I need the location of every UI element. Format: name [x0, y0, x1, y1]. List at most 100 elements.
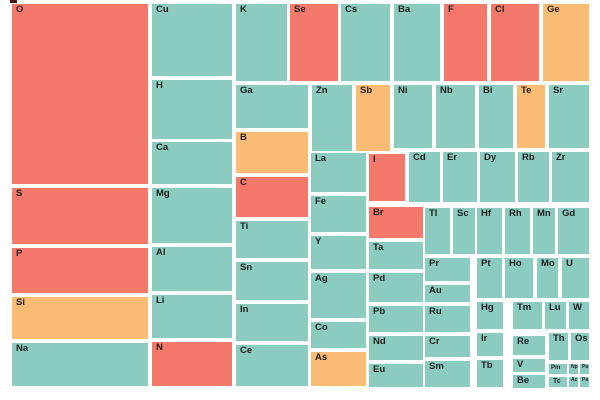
element-label: Se — [294, 4, 306, 15]
element-label: Er — [447, 152, 458, 163]
treemap-cell-Pu: Pu — [580, 364, 589, 374]
element-label: Ho — [509, 258, 522, 269]
element-label: Ce — [240, 345, 253, 356]
treemap-cell-Co: Co — [311, 322, 366, 348]
element-label: Cr — [429, 336, 440, 347]
element-label: Tb — [481, 360, 493, 371]
treemap-cell-Dy: Dy — [480, 152, 515, 202]
cropped-text-artifact — [10, 0, 17, 3]
element-label: Cs — [345, 4, 358, 15]
element-label: Re — [517, 336, 530, 347]
treemap-cell-Fe: Fe — [311, 196, 366, 232]
element-label: Mg — [156, 188, 170, 199]
element-label: Ac — [571, 377, 578, 383]
element-label: Ga — [240, 85, 253, 96]
treemap-cell-Os: Os — [571, 333, 589, 360]
treemap-cell-Th: Th — [549, 333, 568, 360]
treemap-cell-Zn: Zn — [312, 85, 352, 151]
treemap-cell-Tm: Tm — [513, 302, 542, 329]
treemap-cell-Pt: Pt — [477, 258, 502, 298]
treemap-cell-Br: Br — [369, 207, 423, 238]
element-label: As — [315, 352, 328, 363]
treemap-cell-Se: Se — [290, 4, 338, 81]
element-label: Eu — [373, 364, 386, 375]
element-label: Pa — [582, 377, 589, 383]
element-label: In — [240, 304, 249, 315]
element-label: Pr — [429, 258, 440, 269]
element-label: Sm — [429, 361, 444, 372]
element-label: Ca — [156, 142, 169, 153]
treemap-cell-Eu: Eu — [369, 364, 423, 387]
element-label: Au — [429, 285, 442, 296]
treemap-cell-Cl: Cl — [491, 4, 539, 81]
treemap-cell-Cr: Cr — [425, 336, 470, 357]
element-label: Pd — [373, 273, 386, 284]
treemap-cell-Ge: Ge — [543, 4, 589, 81]
treemap-cell-Ni: Ni — [394, 85, 432, 148]
treemap-cell-Ti: Ti — [236, 221, 308, 258]
element-label: Zn — [316, 85, 328, 96]
treemap-cell-C: C — [236, 177, 308, 217]
treemap-cell-Ce: Ce — [236, 345, 308, 386]
element-label: La — [315, 153, 327, 164]
element-label: Np — [571, 364, 578, 370]
treemap-cell-O: O — [12, 4, 148, 184]
element-label: N — [156, 342, 163, 353]
treemap-cell-Sc: Sc — [453, 208, 475, 254]
element-label: Co — [315, 322, 328, 333]
treemap-cell-Te: Te — [517, 85, 545, 148]
treemap-cell-Sn: Sn — [236, 262, 308, 300]
element-label: Ir — [481, 333, 488, 344]
element-label: Hf — [481, 208, 492, 219]
element-label: Ta — [373, 242, 384, 253]
treemap-cell-H: H — [152, 80, 232, 139]
treemap-cell-Pb: Pb — [369, 306, 423, 332]
treemap-cell-Re: Re — [513, 336, 545, 355]
element-label: B — [240, 132, 247, 143]
treemap-cell-Ho: Ho — [505, 258, 533, 298]
element-label: P — [16, 248, 23, 259]
element-label: Dy — [484, 152, 497, 163]
treemap-cell-In: In — [236, 304, 308, 341]
treemap-cell-Na: Na — [12, 343, 148, 386]
treemap-cell-Sr: Sr — [549, 85, 589, 148]
treemap-cell-Pm: Pm — [549, 364, 567, 374]
treemap-cell-Gd: Gd — [558, 208, 589, 254]
element-label: Gd — [562, 208, 576, 219]
element-label: Te — [521, 85, 532, 96]
treemap-cell-Hg: Hg — [477, 302, 503, 329]
treemap-cell-Nd: Nd — [369, 336, 423, 360]
treemap-cell-Sb: Sb — [356, 85, 390, 151]
treemap-cell-Sm: Sm — [425, 361, 470, 387]
element-label: Fe — [315, 196, 327, 207]
element-label: Tc — [553, 378, 561, 385]
treemap-cell-Be: Be — [513, 375, 545, 388]
element-label: K — [240, 4, 247, 15]
element-label: Sr — [553, 85, 564, 96]
treemap-cell-Li: Li — [152, 295, 232, 338]
element-label: Pb — [373, 306, 386, 317]
element-label: O — [16, 4, 24, 15]
treemap-cell-Zr: Zr — [552, 152, 589, 202]
element-label: Lu — [549, 302, 561, 313]
element-label: Zr — [556, 152, 566, 163]
treemap-cell-Tl: Tl — [425, 208, 450, 254]
element-label: Nb — [440, 85, 453, 96]
treemap-cell-Tb: Tb — [477, 360, 503, 387]
treemap-cell-N: N — [152, 342, 232, 386]
treemap-cell-Lu: Lu — [545, 302, 566, 329]
element-label: Ag — [315, 273, 328, 284]
treemap-cell-Ca: Ca — [152, 142, 232, 184]
element-label: Tl — [429, 208, 438, 219]
element-label: Hg — [481, 302, 494, 313]
element-label: Pm — [551, 365, 561, 371]
element-label: Mo — [541, 258, 555, 269]
treemap-cell-Ac: Ac — [569, 377, 578, 387]
element-label: Pt — [481, 258, 491, 269]
element-label: Rh — [509, 208, 522, 219]
element-label: Bi — [483, 85, 493, 96]
treemap-cell-Cd: Cd — [409, 152, 440, 202]
element-label: Rb — [522, 152, 535, 163]
element-label: Ge — [547, 4, 560, 15]
